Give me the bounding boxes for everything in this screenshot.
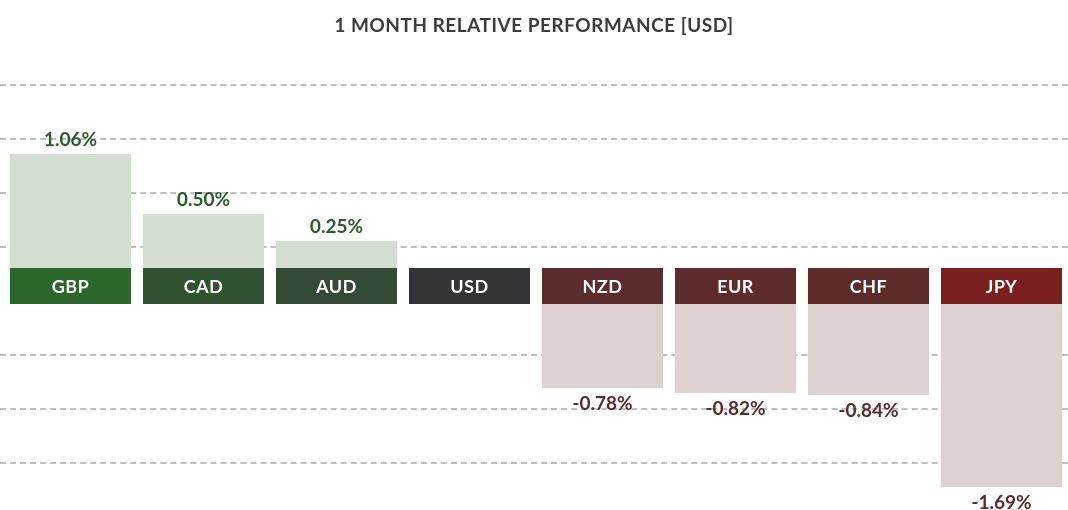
axis-label-jpy: JPY [941,268,1062,304]
axis-label-gbp: GBP [10,268,131,304]
value-label-nzd: -0.78% [542,392,663,415]
bar-eur [675,304,796,393]
axis-label-nzd: NZD [542,268,663,304]
gridline [0,84,1068,86]
axis-label-usd: USD [409,268,530,304]
value-label-cad: 0.50% [143,188,264,211]
bar-cad [143,214,264,268]
axis-label-eur: EUR [675,268,796,304]
bar-chf [808,304,929,395]
axis-label-aud: AUD [276,268,397,304]
value-label-eur: -0.82% [675,397,796,420]
gridline [0,138,1068,140]
axis-label-cad: CAD [143,268,264,304]
relative-performance-chart: 1 MONTH RELATIVE PERFORMANCE [USD] 1.06%… [0,0,1068,510]
axis-label-chf: CHF [808,268,929,304]
bar-nzd [542,304,663,388]
chart-title: 1 MONTH RELATIVE PERFORMANCE [USD] [0,14,1068,37]
bar-jpy [941,304,1062,487]
value-label-aud: 0.25% [276,215,397,238]
value-label-gbp: 1.06% [10,128,131,151]
value-label-chf: -0.84% [808,399,929,422]
value-label-jpy: -1.69% [941,491,1062,510]
bar-gbp [10,154,131,268]
gridline [0,462,1068,464]
bar-aud [276,241,397,268]
